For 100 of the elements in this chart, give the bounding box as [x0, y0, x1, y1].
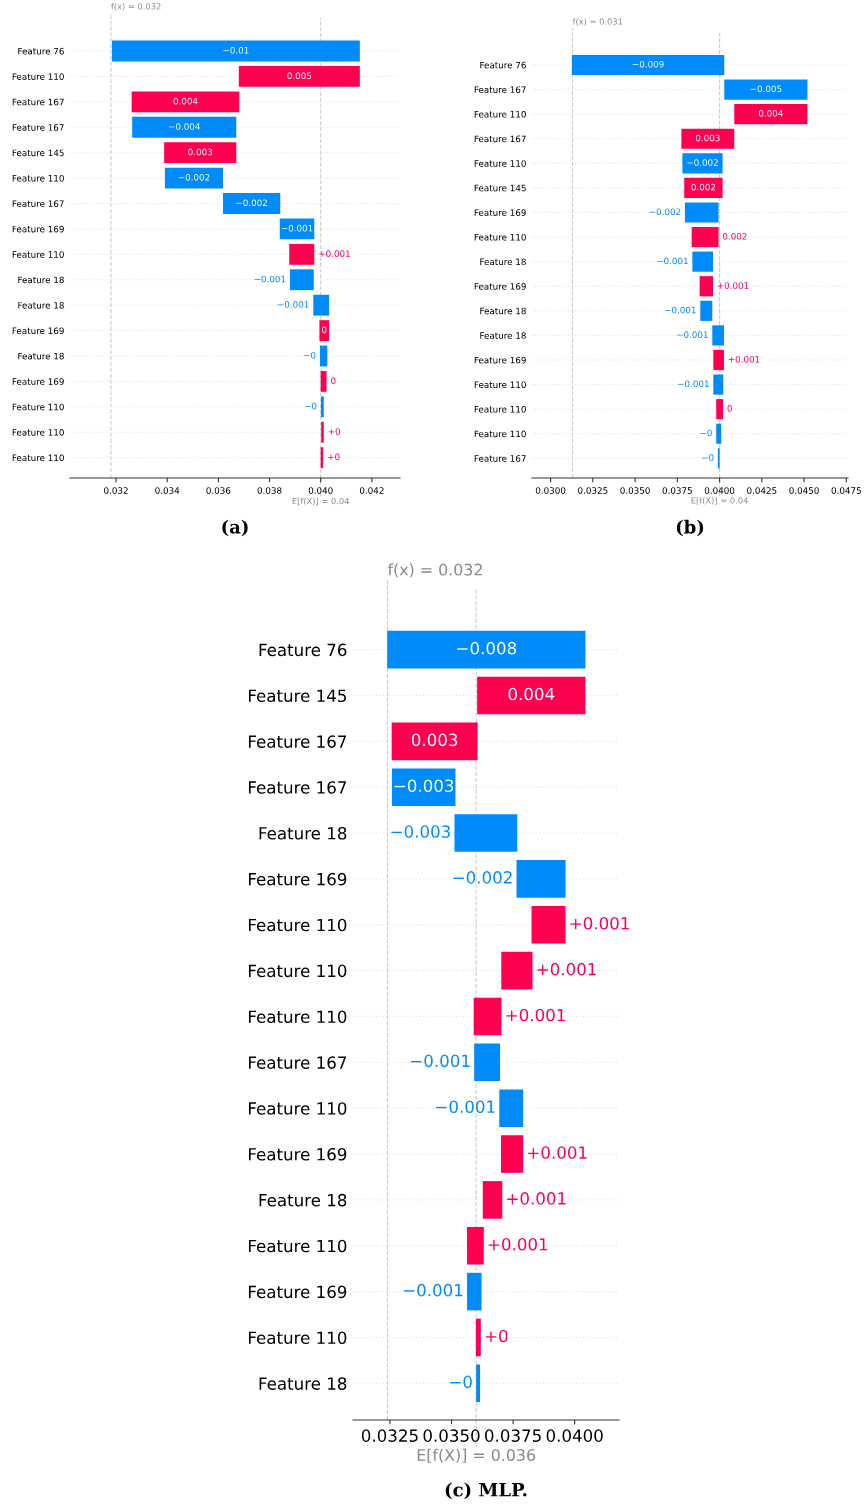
text: (b): [676, 519, 704, 537]
x-tick-label: 0.0300: [535, 487, 566, 494]
y-tick-label: Feature 167: [249, 1056, 347, 1069]
y-tick-label: Feature 110: [474, 110, 526, 118]
data-label: −0.001: [254, 275, 286, 283]
data-label: +0.001: [728, 355, 760, 363]
x-tick-label: 0.0350: [423, 1429, 480, 1442]
data-label: 0: [331, 377, 336, 384]
y-tick-label: Feature 110: [249, 1010, 347, 1024]
bar: [467, 1272, 482, 1311]
y-tick-label: Feature 169: [12, 327, 64, 335]
y-tick-label: Feature 18: [480, 258, 526, 266]
bar: [132, 116, 237, 138]
x-tick-label: 0.036: [206, 487, 231, 494]
data-label: +0.001: [506, 1008, 565, 1022]
x-tick-label: 0.034: [155, 487, 180, 494]
data-label: −0: [304, 351, 316, 359]
x-tick-label: 0.0375: [662, 487, 692, 494]
bar: [467, 1226, 484, 1265]
data-label: −0.001: [665, 306, 696, 314]
data-label: −0.003: [394, 779, 454, 793]
data-label: 0.005: [287, 72, 312, 79]
data-label: −0.001: [677, 331, 708, 338]
y-tick-label: Feature 167: [249, 781, 347, 794]
bar: [319, 320, 330, 342]
data-label: 0.004: [758, 110, 783, 117]
bar: [716, 423, 722, 444]
x-tick-label: 0.0400: [546, 1429, 603, 1442]
data-label: +0.001: [717, 282, 749, 289]
bar: [313, 294, 330, 316]
data-label: +0.001: [570, 916, 629, 930]
data-label: −0.001: [277, 301, 309, 308]
bar: [111, 40, 360, 62]
data-label: +0: [485, 1329, 508, 1343]
x-tick-label: 0.0350: [620, 487, 650, 494]
bar: [501, 1135, 524, 1173]
y-tick-label: Feature 110: [12, 429, 64, 436]
y-tick-label: Feature 110: [12, 174, 64, 182]
y-tick-label: Feature 110: [12, 251, 64, 258]
y-tick-label: Feature 169: [12, 378, 64, 385]
bar: [712, 325, 724, 346]
y-tick-label: Feature 76: [480, 61, 526, 69]
y-tick-label: Feature 110: [474, 233, 526, 241]
bar: [454, 814, 518, 852]
y-tick-label: Feature 110: [249, 964, 347, 978]
y-tick-label: Feature 110: [474, 160, 526, 167]
data-label: 0.003: [411, 733, 458, 747]
y-tick-label: Feature 18: [480, 307, 526, 315]
y-tick-label: Feature 110: [474, 405, 526, 413]
bar: [531, 905, 566, 944]
ref-line-label: E[f(X)] = 0.04: [691, 497, 748, 505]
bar: [713, 374, 724, 395]
x-tick-label: 0.040: [308, 487, 333, 494]
data-label: −0.009: [632, 60, 664, 68]
y-tick-label: Feature 18: [18, 352, 64, 360]
y-tick-label: Feature 167: [12, 200, 64, 207]
y-tick-label: Feature 169: [12, 225, 64, 233]
bar: [131, 91, 240, 113]
y-tick-label: Feature 110: [12, 454, 64, 462]
bar: [476, 1364, 481, 1403]
bar: [734, 104, 808, 125]
y-tick-label: Feature 110: [249, 1331, 347, 1345]
y-tick-label: Feature 145: [12, 149, 64, 157]
x-tick-label: 0.042: [359, 487, 384, 494]
data-label: +0.001: [319, 250, 350, 257]
data-label: 0.003: [188, 148, 213, 156]
y-tick-label: Feature 167: [474, 135, 526, 143]
y-tick-label: Feature 110: [249, 1102, 347, 1115]
y-tick-label: Feature 169: [474, 283, 526, 290]
data-label: 0: [727, 405, 732, 412]
x-tick-label: 0.0475: [831, 487, 861, 494]
y-tick-label: Feature 169: [249, 1148, 347, 1161]
bar: [391, 768, 456, 806]
bar: [289, 243, 315, 265]
bar: [290, 269, 314, 291]
bar: [474, 1043, 501, 1082]
y-tick-label: Feature 76: [18, 47, 64, 55]
data-label: −0.001: [657, 257, 688, 265]
bar: [681, 128, 735, 149]
bar: [691, 226, 719, 248]
bar: [477, 676, 586, 715]
data-label: 0.002: [691, 183, 716, 191]
y-tick-label: Feature 110: [12, 403, 64, 411]
data-label: +0.001: [507, 1192, 566, 1205]
bar: [499, 1089, 524, 1127]
x-tick-label: 0.0325: [361, 1429, 418, 1442]
data-label: −0.002: [649, 208, 681, 216]
bar: [501, 951, 533, 990]
data-label: −0.002: [453, 871, 512, 884]
y-tick-label: Feature 167: [474, 86, 526, 93]
x-tick-label: 0.0400: [704, 487, 735, 494]
bar: [391, 722, 478, 761]
ref-line-label: f(x) = 0.031: [572, 18, 623, 26]
data-label: 0.002: [722, 232, 747, 240]
data-label: −0: [305, 402, 317, 410]
data-label: −0.001: [678, 380, 709, 388]
x-tick-label: 0.0325: [578, 487, 608, 494]
y-tick-label: Feature 169: [474, 209, 526, 216]
bar: [692, 251, 713, 272]
bar: [320, 396, 324, 418]
